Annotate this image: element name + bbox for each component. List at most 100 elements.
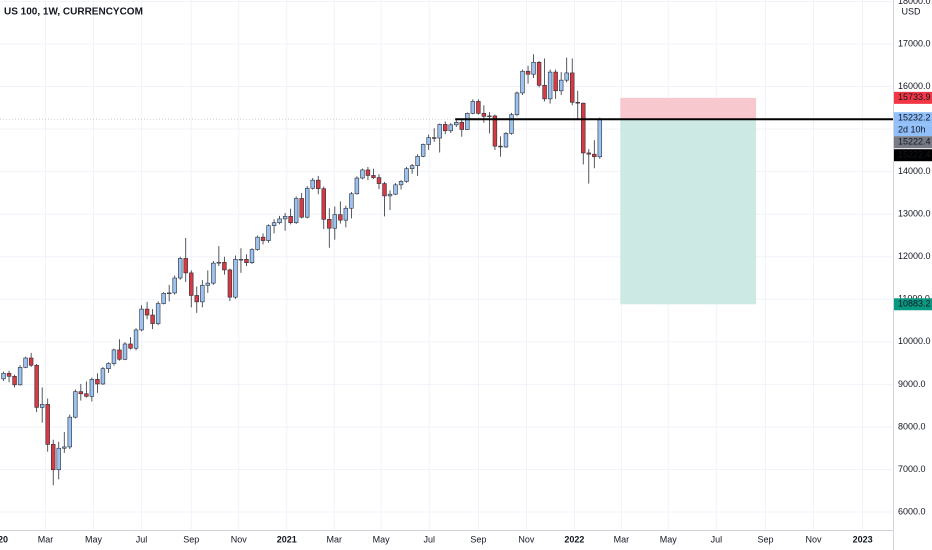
- candle-body: [387, 193, 393, 197]
- candle-body: [227, 269, 233, 298]
- x-tick-label: Jul: [136, 534, 148, 544]
- candle-body: [426, 137, 431, 145]
- candle-body: [183, 258, 188, 274]
- candle-body: [78, 391, 84, 395]
- candle-body: [531, 61, 536, 75]
- candle-body: [39, 404, 45, 408]
- candle-body: [6, 373, 12, 377]
- candle-body: [327, 219, 332, 229]
- candle-body: [45, 404, 50, 445]
- candle-body: [238, 258, 244, 261]
- candle-body: [376, 177, 382, 184]
- target-price-box: [894, 298, 932, 311]
- position-tool: [0, 97, 893, 305]
- candle-body: [382, 183, 387, 197]
- candle-body: [260, 236, 266, 241]
- candle-body: [371, 175, 376, 178]
- candle-body: [89, 378, 95, 397]
- candle-body: [547, 71, 553, 100]
- stop-price: 15733.9: [898, 92, 931, 102]
- last-price-box: [894, 136, 932, 149]
- candle-body: [28, 357, 34, 366]
- candle-body: [459, 121, 464, 130]
- candle-body: [144, 308, 150, 316]
- x-tick-label: Jul: [711, 534, 723, 544]
- grid: [0, 0, 893, 530]
- y-tick-label: 9000.0: [898, 379, 926, 389]
- candle-body: [536, 61, 542, 86]
- candle-body: [233, 258, 238, 298]
- x-tick-label: Sep: [183, 534, 199, 544]
- candle-body: [520, 70, 525, 94]
- candle-body: [200, 284, 205, 303]
- x-tick-label: Mar: [38, 534, 54, 544]
- candle-body: [271, 222, 277, 226]
- candle-body: [178, 258, 183, 279]
- y-tick-label: 16000.0: [898, 81, 931, 91]
- candle-body: [343, 207, 349, 221]
- currency-label: USD: [901, 6, 921, 16]
- candle-body: [525, 70, 531, 75]
- candle-body: [34, 364, 39, 408]
- candle-body: [84, 393, 89, 397]
- candle-body: [62, 446, 67, 449]
- candle-body: [409, 165, 415, 169]
- candle-body: [514, 92, 520, 115]
- candle-body: [321, 188, 326, 220]
- candle-body: [586, 152, 591, 155]
- candle-body: [393, 184, 398, 195]
- candle-body: [161, 293, 166, 304]
- candle-body: [67, 416, 72, 448]
- candle-body: [437, 124, 442, 139]
- candle-body: [100, 368, 106, 385]
- y-tick-label: 12000.0: [898, 251, 931, 261]
- candle-body: [117, 349, 122, 360]
- countdown: 2d 10h: [898, 125, 926, 135]
- candle-body: [509, 114, 514, 134]
- x-tick-label: Nov: [805, 534, 822, 544]
- candle-body: [95, 378, 100, 385]
- candle-body: [360, 169, 365, 179]
- x-tick-label: Nov: [518, 534, 535, 544]
- candle-body: [266, 225, 271, 241]
- candle-body: [293, 198, 299, 224]
- stop-price-box: [894, 91, 932, 104]
- y-tick-label: 14000.0: [898, 166, 931, 176]
- candle-body: [443, 124, 448, 132]
- candle-body: [454, 121, 459, 126]
- candle-body: [492, 115, 498, 147]
- candle-body: [404, 168, 409, 182]
- entry-price-box: [894, 112, 932, 125]
- x-tick-label: 2022: [564, 534, 584, 544]
- candle-body: [431, 137, 437, 139]
- candle-body: [244, 258, 249, 264]
- candle-body: [316, 179, 321, 189]
- candle-body: [581, 102, 586, 154]
- candles: [1, 54, 603, 486]
- candle-body: [122, 343, 128, 360]
- candle-body: [211, 262, 216, 284]
- candle-body: [1, 373, 6, 380]
- candle-body: [592, 153, 597, 158]
- candle-body: [470, 101, 476, 114]
- x-tick-label: May: [373, 534, 391, 544]
- x-tick-label: 2020: [0, 534, 8, 544]
- candle-body: [476, 101, 481, 114]
- candle-body: [575, 101, 580, 104]
- candle-body: [465, 113, 470, 130]
- candle-body: [365, 169, 371, 176]
- candle-body: [420, 144, 426, 157]
- y-tick-label: 18000.0: [898, 0, 931, 6]
- candle-body: [487, 115, 492, 118]
- candle-body: [216, 261, 222, 264]
- candle-body: [415, 156, 420, 166]
- candle-body: [481, 113, 487, 117]
- candle-body: [17, 367, 23, 386]
- last-price: 15222.4: [898, 137, 931, 147]
- candle-body: [299, 198, 304, 218]
- candle-body: [172, 277, 177, 294]
- x-tick-label: Mar: [327, 534, 343, 544]
- candle-body: [282, 216, 288, 220]
